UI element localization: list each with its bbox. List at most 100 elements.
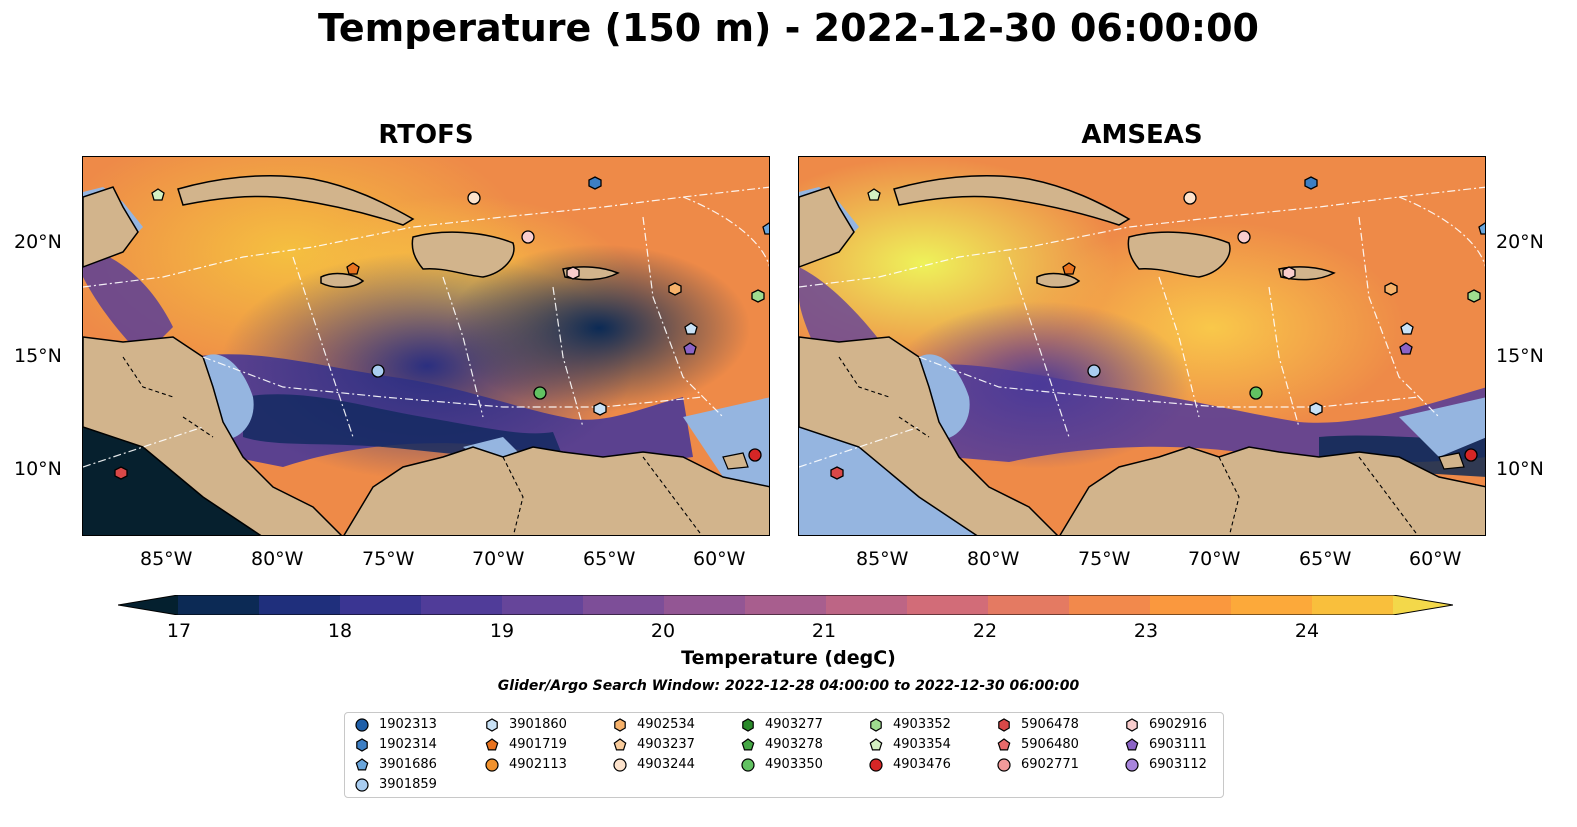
legend-marker-pentagon-icon [485, 737, 499, 750]
legend-marker-pentagon-icon [741, 737, 755, 750]
colorbar-segment [907, 595, 989, 615]
colorbar-segment [1312, 595, 1394, 615]
legend-item: 4902534 [613, 717, 695, 732]
legend-item: 4903244 [613, 757, 695, 772]
lat-label-10n-right: 10°N [1496, 458, 1544, 480]
legend-marker-pentagon-icon [355, 757, 369, 770]
colorbar-segment [502, 595, 584, 615]
amseas-map [798, 156, 1486, 536]
lon-label-65w-left: 65°W [583, 548, 636, 570]
legend-item: 1902314 [355, 737, 437, 752]
colorbar-segment [583, 595, 665, 615]
legend-item: 4903278 [741, 737, 823, 752]
legend-item: 5906478 [997, 717, 1079, 732]
legend-item: 3901859 [355, 777, 437, 792]
legend-marker-pentagon-icon [997, 737, 1011, 750]
legend-marker-circle-icon [869, 757, 883, 772]
legend-item: 4903237 [613, 737, 695, 752]
legend-item-label: 4903350 [765, 757, 823, 772]
legend-item-label: 4903354 [893, 737, 951, 752]
lon-label-60w-left: 60°W [693, 548, 746, 570]
panel-title-amseas: AMSEAS [1081, 120, 1203, 150]
legend-marker-circle-icon [355, 717, 369, 732]
lon-label-80w-right: 80°W [967, 548, 1020, 570]
legend-item-label: 6903111 [1149, 737, 1207, 752]
lon-label-60w-right: 60°W [1409, 548, 1462, 570]
legend-item: 3901860 [485, 717, 567, 732]
legend-marker-circle-icon [1125, 757, 1139, 772]
legend-item-label: 4903237 [637, 737, 695, 752]
legend-item: 4903354 [869, 737, 951, 752]
lat-label-15n-left: 15°N [14, 345, 62, 367]
legend-marker-hexagon-icon [998, 717, 1010, 732]
legend-item: 1902313 [355, 717, 437, 732]
colorbar-segment [178, 595, 260, 615]
colorbar-tick-22: 22 [972, 620, 998, 642]
colorbar-segment [745, 595, 827, 615]
legend-marker-pentagon-icon [1125, 737, 1139, 750]
colorbar [117, 594, 1454, 616]
legend-item-label: 5906478 [1021, 717, 1079, 732]
legend-marker-hexagon-icon [742, 717, 754, 732]
legend-item: 4903277 [741, 717, 823, 732]
legend-item-label: 1902313 [379, 717, 437, 732]
lat-label-15n-right: 15°N [1496, 345, 1544, 367]
colorbar-tick-18: 18 [327, 620, 353, 642]
legend-marker-pentagon-icon [613, 737, 627, 750]
legend-item-label: 4903476 [893, 757, 951, 772]
colorbar-segment [259, 595, 341, 615]
legend-item: 4903352 [869, 717, 951, 732]
legend-marker-hexagon-icon [614, 717, 626, 732]
legend-marker-hexagon-icon [356, 737, 368, 752]
legend-item-label: 4902534 [637, 717, 695, 732]
legend-marker-pentagon-icon [869, 737, 883, 750]
colorbar-segment [826, 595, 908, 615]
colorbar-segment [340, 595, 422, 615]
legend-marker-hexagon-icon [1126, 717, 1138, 732]
colorbar-label: Temperature (degC) [681, 647, 896, 669]
colorbar-tick-17: 17 [166, 620, 192, 642]
colorbar-segment [1069, 595, 1151, 615]
legend-item-label: 4903277 [765, 717, 823, 732]
panel-title-rtofs: RTOFS [378, 120, 474, 150]
legend-item: 6902771 [997, 757, 1079, 772]
figure-title: Temperature (150 m) - 2022-12-30 06:00:0… [317, 6, 1259, 50]
legend-item-label: 3901860 [509, 717, 567, 732]
colorbar-segment [988, 595, 1070, 615]
legend-item-label: 4901719 [509, 737, 567, 752]
legend-item-label: 3901686 [379, 757, 437, 772]
legend-item-label: 3901859 [379, 777, 437, 792]
lat-label-20n-right: 20°N [1496, 231, 1544, 253]
legend-item-label: 6902771 [1021, 757, 1079, 772]
colorbar-segment [1231, 595, 1313, 615]
colorbar-tick-24: 24 [1294, 620, 1320, 642]
legend-item: 5906480 [997, 737, 1079, 752]
legend-marker-hexagon-icon [870, 717, 882, 732]
legend-item: 4902113 [485, 757, 567, 772]
legend-item-label: 4902113 [509, 757, 567, 772]
legend-item-label: 4903278 [765, 737, 823, 752]
colorbar-tick-20: 20 [650, 620, 676, 642]
colorbar-segment [664, 595, 746, 615]
legend-marker-hexagon-icon [486, 717, 498, 732]
legend-marker-circle-icon [613, 757, 627, 772]
colorbar-tick-23: 23 [1133, 620, 1159, 642]
legend-marker-circle-icon [997, 757, 1011, 772]
legend-item-label: 4903352 [893, 717, 951, 732]
lon-label-85w-left: 85°W [140, 548, 193, 570]
legend-item-label: 4903244 [637, 757, 695, 772]
legend-item-label: 1902314 [379, 737, 437, 752]
legend-item: 4903350 [741, 757, 823, 772]
float-legend: 1902313 1902314 3901686 3901859 3901860 49017… [344, 712, 1224, 798]
legend-item-label: 6902916 [1149, 717, 1207, 732]
legend-item-label: 5906480 [1021, 737, 1079, 752]
colorbar-under-triangle [118, 595, 178, 615]
legend-item: 6903111 [1125, 737, 1207, 752]
legend-marker-circle-icon [485, 757, 499, 772]
search-window-note: Glider/Argo Search Window: 2022-12-28 04… [497, 678, 1080, 694]
colorbar-tick-21: 21 [811, 620, 837, 642]
legend-item: 6903112 [1125, 757, 1207, 772]
legend-marker-circle-icon [355, 777, 369, 792]
lon-label-75w-right: 75°W [1078, 548, 1131, 570]
lon-label-80w-left: 80°W [251, 548, 304, 570]
